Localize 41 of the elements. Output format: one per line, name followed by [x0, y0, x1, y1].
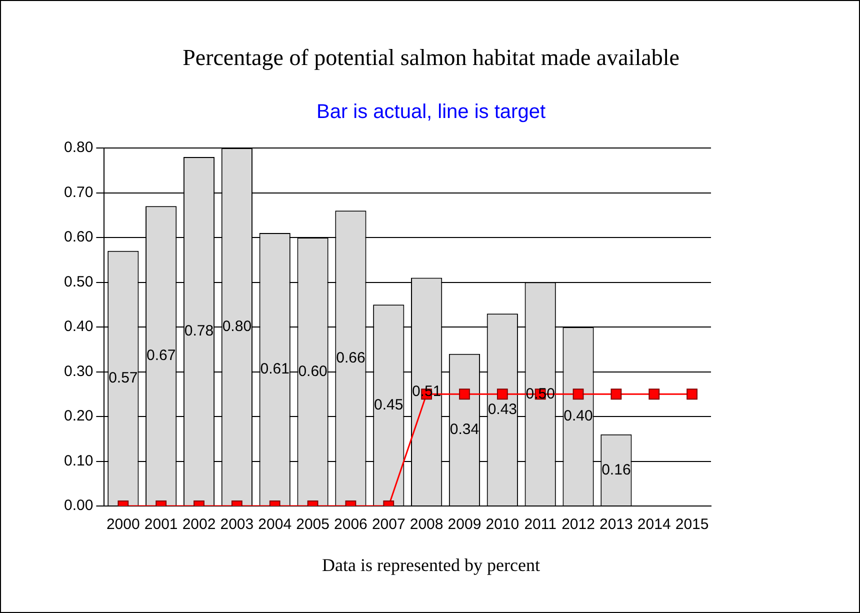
chart-subtitle: Bar is actual, line is target	[316, 101, 546, 124]
x-tick-label: 2005	[296, 516, 330, 534]
x-tick-label: 2007	[372, 516, 406, 534]
y-tick-label: 0.20	[64, 408, 94, 425]
x-tick-label: 2014	[637, 516, 671, 534]
data-label: 0.80	[222, 318, 252, 336]
x-tick-label: 2004	[258, 516, 292, 534]
data-label: 0.50	[526, 385, 555, 402]
x-tick-label: 2011	[524, 516, 556, 534]
x-tick-label: 2008	[410, 516, 444, 534]
x-tick-label: 2006	[334, 516, 368, 534]
y-tick-label: 0.30	[64, 362, 94, 380]
data-label: 0.61	[260, 360, 290, 378]
x-tick-label: 2012	[562, 516, 595, 534]
y-tick-label: 0.80	[64, 139, 94, 156]
chart-title: Percentage of potential salmon habitat made available	[182, 45, 680, 71]
data-label: 0.16	[602, 461, 631, 478]
data-label: 0.57	[108, 370, 138, 387]
y-tick-label: 0.00	[64, 497, 94, 514]
y-tick-label: 0.70	[64, 184, 94, 201]
x-tick-label: 2000	[106, 516, 140, 534]
data-label: 0.66	[336, 349, 366, 366]
data-label: 0.67	[146, 347, 176, 364]
x-tick-label: 2003	[220, 516, 254, 534]
data-label: 0.78	[184, 322, 214, 340]
data-label: 0.34	[450, 421, 480, 438]
x-tick-label: 2009	[448, 516, 482, 534]
data-label: 0.40	[564, 408, 593, 425]
y-tick-label: 0.50	[64, 273, 94, 290]
data-label: 0.45	[374, 396, 404, 414]
data-label: 0.43	[488, 400, 518, 418]
y-tick-label: 0.60	[64, 228, 94, 246]
x-tick-label: 2001	[144, 516, 178, 534]
x-tick-label: 2010	[486, 516, 520, 534]
text: Data is represented by percent	[321, 555, 541, 576]
x-tick-label: 2015	[675, 516, 709, 534]
y-tick-label: 0.40	[64, 318, 94, 336]
y-tick-label: 0.10	[64, 452, 94, 470]
x-tick-label: 2013	[600, 516, 633, 534]
x-tick-label: 2002	[182, 516, 216, 534]
data-label: 0.60	[298, 362, 328, 380]
